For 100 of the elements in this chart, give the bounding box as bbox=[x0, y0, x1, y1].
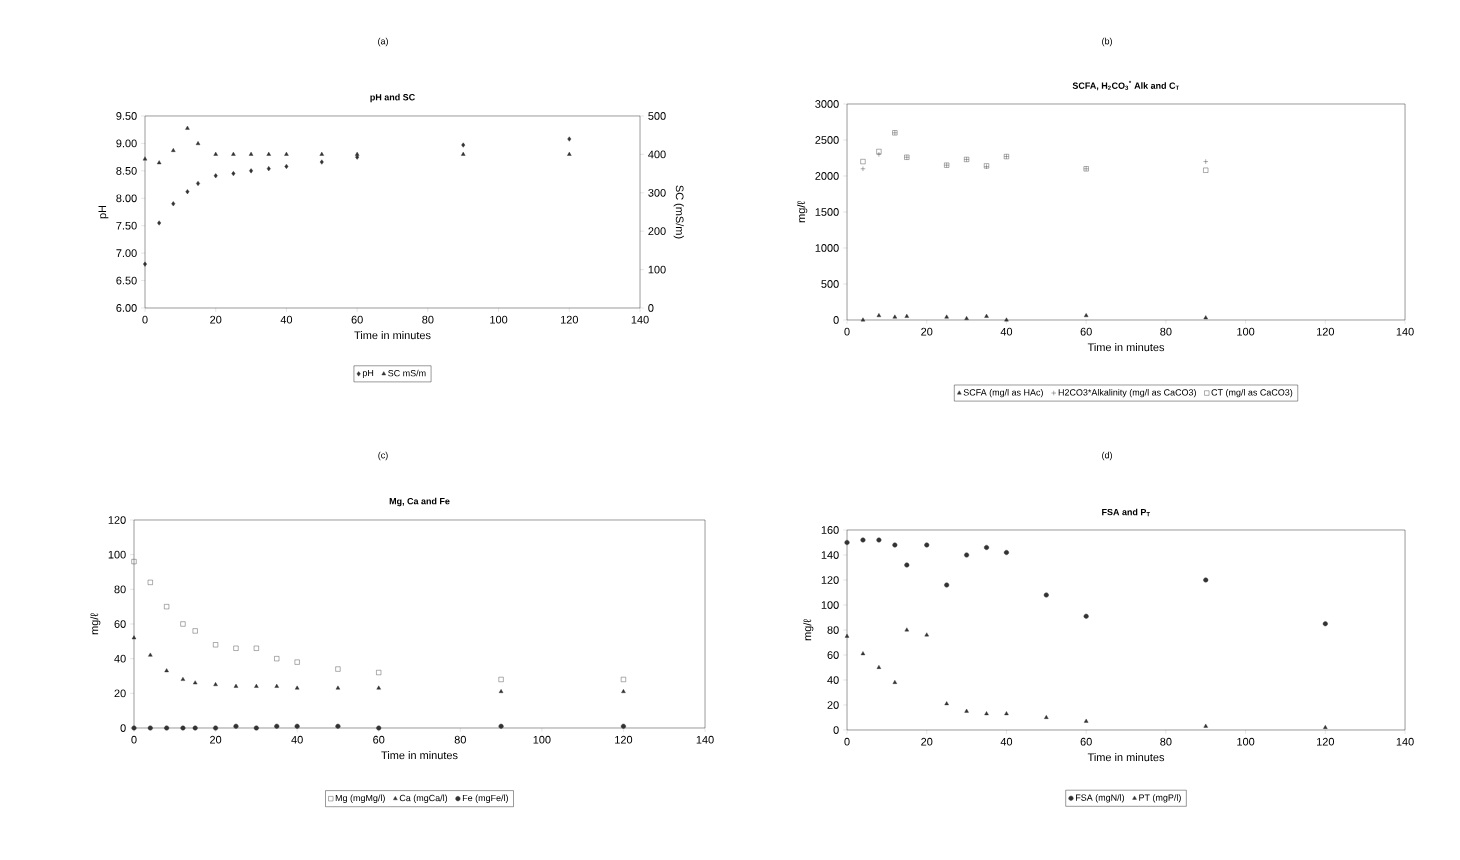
y2-tick-label: 400 bbox=[648, 150, 666, 159]
x-tick-label: 0 bbox=[142, 315, 148, 324]
point bbox=[904, 313, 909, 318]
point bbox=[860, 537, 866, 543]
y-tick-label: 160 bbox=[821, 526, 839, 534]
point bbox=[180, 725, 186, 731]
point bbox=[944, 582, 950, 588]
point bbox=[143, 261, 147, 267]
point bbox=[1004, 317, 1009, 322]
x-axis-title: Time in minutes bbox=[1087, 343, 1165, 352]
point bbox=[892, 314, 898, 319]
x-tick-label: 120 bbox=[560, 315, 578, 324]
point bbox=[376, 670, 382, 676]
point bbox=[253, 645, 259, 651]
y-tick-label: 1000 bbox=[815, 244, 839, 252]
x-tick-label: 60 bbox=[373, 735, 385, 744]
point bbox=[192, 725, 198, 731]
point bbox=[1083, 313, 1089, 318]
point bbox=[1323, 725, 1328, 729]
point bbox=[213, 151, 218, 156]
y-tick-label: 500 bbox=[821, 280, 839, 288]
point bbox=[376, 725, 382, 731]
y-tick-label: 9.00 bbox=[116, 139, 137, 148]
point bbox=[620, 723, 626, 729]
point bbox=[164, 604, 170, 610]
point bbox=[567, 136, 572, 142]
x-tick-label: 0 bbox=[844, 737, 850, 746]
y2-tick-label: 300 bbox=[648, 188, 666, 197]
point bbox=[142, 156, 148, 161]
x-tick-label: 20 bbox=[210, 315, 222, 324]
x-tick-label: 140 bbox=[1396, 327, 1414, 336]
point bbox=[274, 723, 280, 729]
point bbox=[131, 635, 137, 640]
y-tick-label: 6.00 bbox=[116, 304, 137, 312]
x-tick-label: 40 bbox=[1000, 327, 1013, 336]
point bbox=[335, 723, 341, 729]
point bbox=[621, 689, 626, 693]
chart-title: pH and SC bbox=[370, 93, 415, 103]
point bbox=[213, 642, 219, 648]
point bbox=[924, 632, 929, 637]
x-tick-label: 140 bbox=[696, 735, 714, 744]
point bbox=[233, 723, 239, 729]
point bbox=[164, 725, 170, 731]
x-tick-label: 20 bbox=[921, 737, 933, 746]
point bbox=[964, 316, 969, 320]
x-tick-label: 20 bbox=[210, 735, 222, 744]
y2-axis-title: SC (mS/m) bbox=[673, 185, 684, 239]
point bbox=[249, 168, 253, 174]
legend-label: pH bbox=[362, 369, 374, 378]
x-tick-label: 60 bbox=[1080, 327, 1092, 336]
point bbox=[1203, 167, 1209, 173]
point bbox=[1322, 621, 1328, 627]
point bbox=[294, 685, 300, 690]
chart-subtitle: (b) bbox=[1102, 37, 1112, 47]
point bbox=[498, 676, 504, 682]
y2-tick-label: 200 bbox=[648, 227, 666, 236]
y-tick-label: 2000 bbox=[815, 172, 839, 180]
point bbox=[354, 151, 360, 156]
y-tick-label: 20 bbox=[114, 689, 126, 698]
chart-title: SCFA, H$_{2}$CO$_{3}$$^{*}$ Alk and C$_{T}$ bbox=[1072, 80, 1180, 91]
y-tick-label: 8.50 bbox=[116, 166, 137, 175]
point bbox=[498, 689, 504, 693]
point bbox=[1203, 315, 1208, 320]
y-tick-label: 140 bbox=[821, 551, 839, 559]
point bbox=[876, 537, 882, 543]
point bbox=[185, 189, 190, 195]
point bbox=[984, 313, 989, 318]
x-tick-label: 20 bbox=[921, 327, 933, 336]
x-tick-label: 40 bbox=[291, 735, 303, 744]
x-tick-label: 100 bbox=[1237, 737, 1255, 746]
x-tick-label: 80 bbox=[422, 315, 434, 324]
point bbox=[567, 151, 572, 156]
point bbox=[266, 151, 271, 156]
point bbox=[876, 665, 882, 669]
point bbox=[355, 154, 360, 160]
legend-label: Ca (mgCa/l) bbox=[399, 794, 448, 803]
point bbox=[892, 542, 898, 548]
point bbox=[335, 685, 341, 690]
legend-label: Fe (mgFe/l) bbox=[462, 794, 508, 803]
point bbox=[1083, 718, 1089, 723]
point bbox=[860, 651, 866, 656]
point bbox=[620, 676, 626, 682]
legend-label: FSA (mgN/l) bbox=[1076, 794, 1125, 803]
y-tick-label: 120 bbox=[821, 576, 839, 584]
x-axis-title: Time in minutes bbox=[354, 331, 431, 340]
point bbox=[233, 683, 239, 688]
point bbox=[294, 659, 300, 665]
point bbox=[164, 668, 169, 673]
x-tick-label: 60 bbox=[351, 315, 363, 324]
chart-title: FSA and P$_{T}$ bbox=[1102, 508, 1150, 517]
point bbox=[195, 141, 201, 145]
chart-subtitle: (d) bbox=[1102, 451, 1112, 461]
point bbox=[904, 562, 910, 568]
y-tick-label: 1500 bbox=[815, 208, 839, 216]
point bbox=[1203, 723, 1208, 728]
point bbox=[147, 725, 153, 731]
point bbox=[1004, 711, 1009, 716]
y-tick-label: 100 bbox=[108, 550, 126, 559]
point bbox=[131, 725, 137, 731]
y-tick-label: 60 bbox=[827, 651, 839, 659]
